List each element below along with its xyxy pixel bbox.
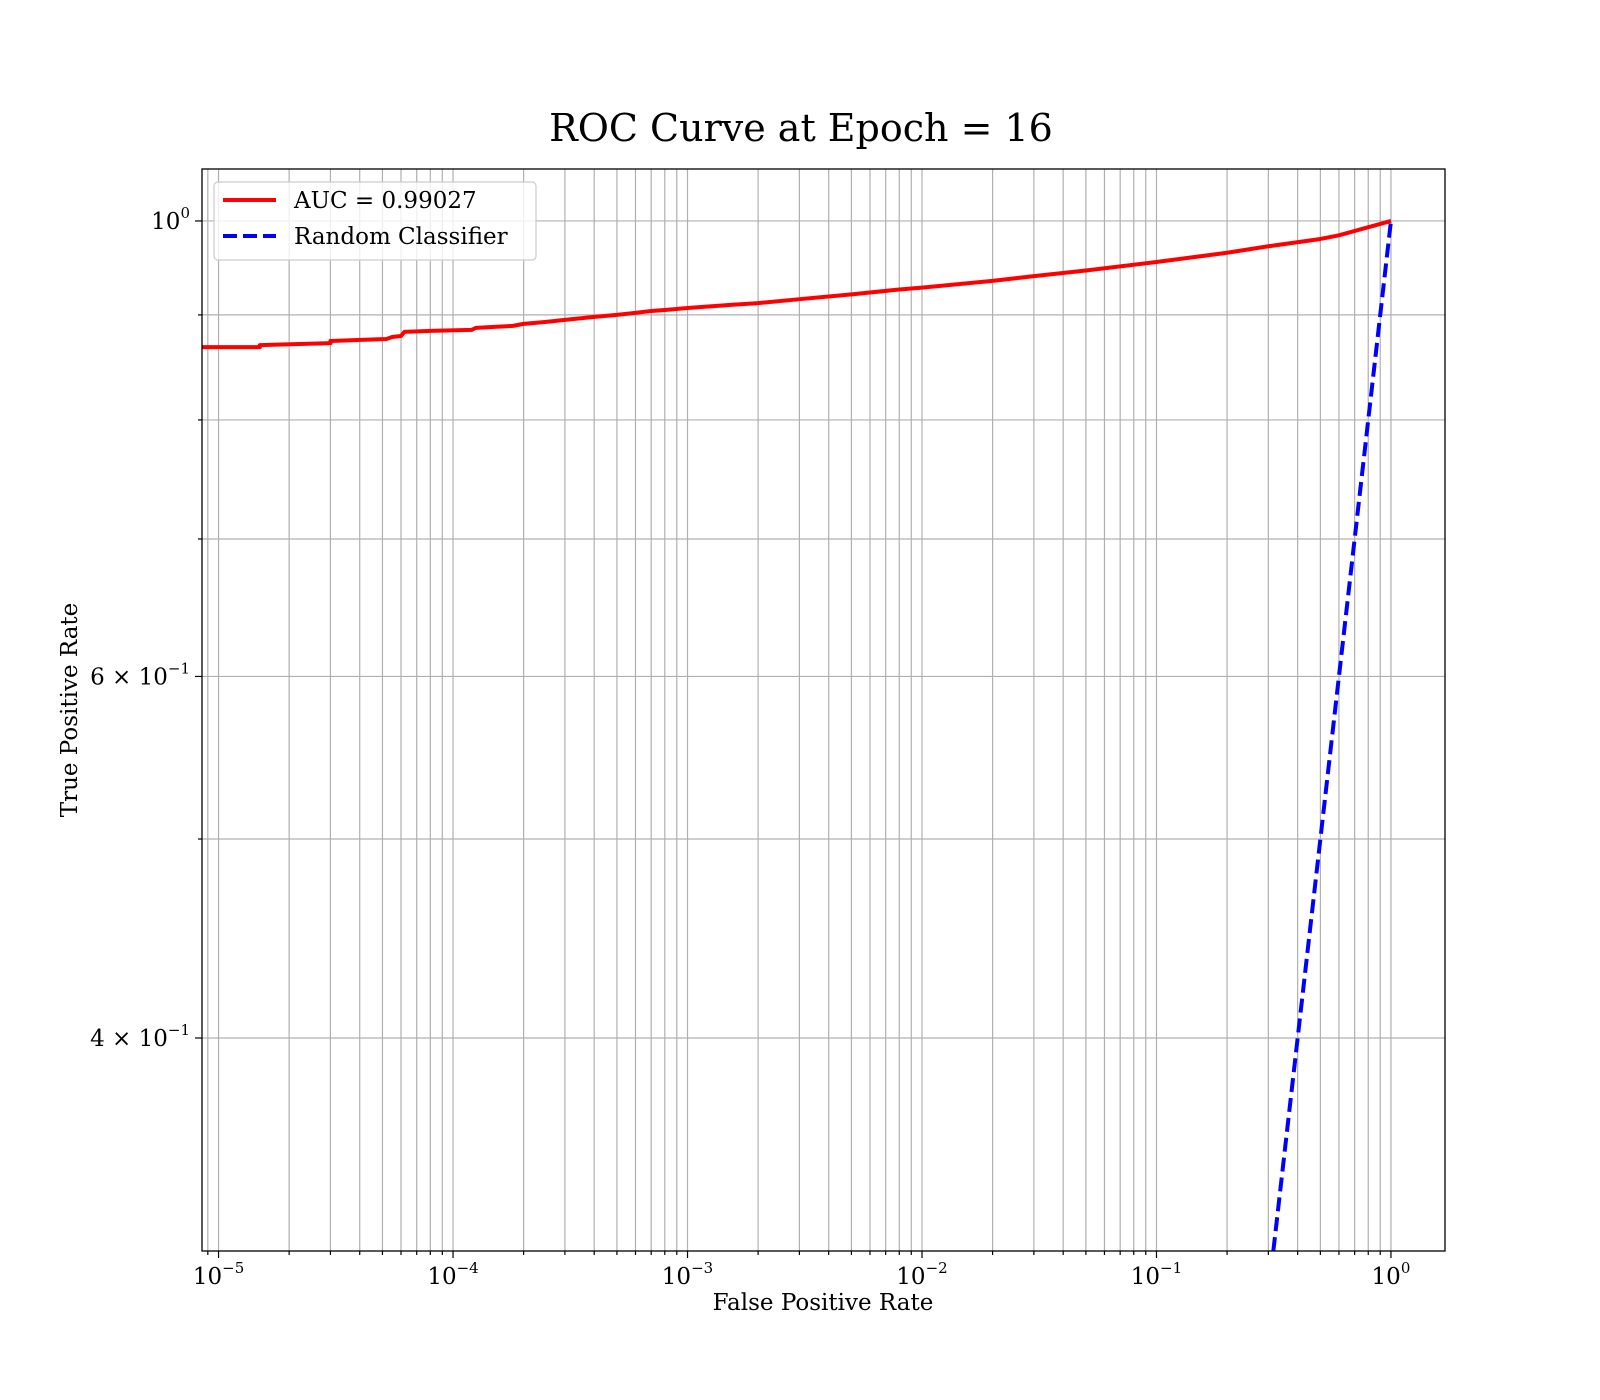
- chart-title: ROC Curve at Epoch = 16: [549, 106, 1053, 150]
- legend-box: [213, 181, 537, 261]
- y-tick-label: 100: [151, 204, 190, 235]
- x-tick-label: 10−4: [427, 1259, 478, 1290]
- legend-label-random: Random Classifier: [294, 224, 508, 250]
- x-tick-label: 10−1: [1131, 1259, 1182, 1290]
- series-group: [202, 219, 1393, 1251]
- legend-label-auc: AUC = 0.99027: [293, 188, 477, 214]
- y-axis-ticks: 4 × 10−1 6 × 10−1 100: [90, 204, 202, 1052]
- random-classifier-line: [1271, 220, 1393, 1251]
- y-tick-label: 4 × 10−1: [90, 1021, 190, 1052]
- y-axis-label: True Positive Rate: [57, 603, 83, 818]
- x-axis-label: False Positive Rate: [713, 1290, 934, 1316]
- x-tick-label: 10−3: [662, 1259, 713, 1290]
- roc-curve-line: [202, 219, 1392, 350]
- legend: AUC = 0.99027 Random Classifier: [213, 181, 537, 261]
- grid: [202, 169, 1445, 1251]
- plot-frame: [201, 168, 1446, 1252]
- x-tick-label: 100: [1372, 1259, 1411, 1290]
- plot-area: [202, 219, 1393, 1251]
- x-axis-ticks: 10−5 10−4 10−3 10−2 10−1 100: [193, 1251, 1411, 1290]
- x-tick-label: 10−2: [896, 1259, 947, 1290]
- x-tick-label: 10−5: [193, 1259, 244, 1290]
- y-tick-label: 6 × 10−1: [90, 659, 190, 690]
